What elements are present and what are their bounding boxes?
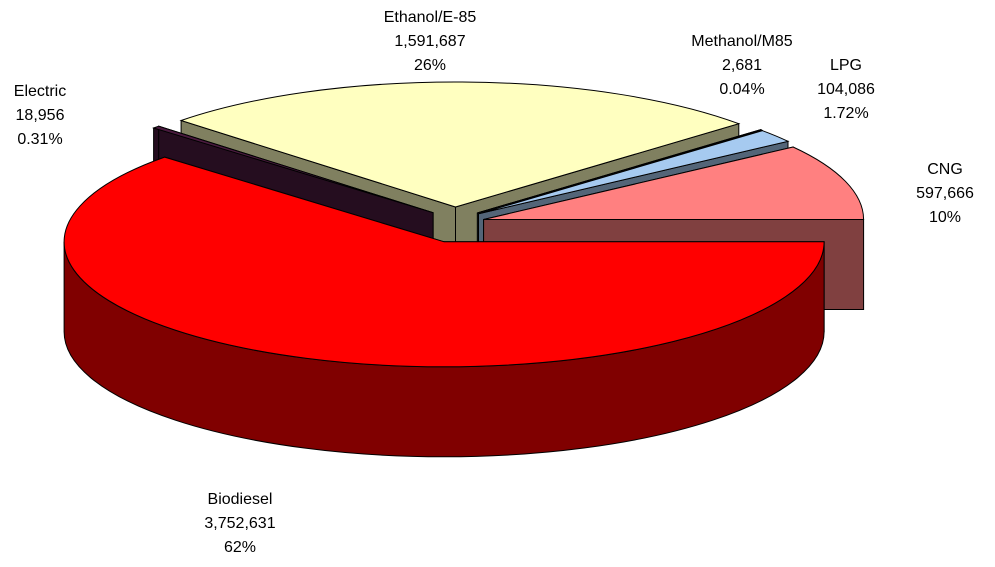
slice-label-value: 2,681 <box>722 57 762 74</box>
slice-label-value: 1,591,687 <box>394 33 465 50</box>
slice-label-percent: 62% <box>224 539 256 556</box>
slice-top <box>477 129 763 214</box>
slice-label-value: 18,956 <box>16 107 65 124</box>
slice-label-percent: 26% <box>414 57 446 74</box>
slice-top <box>179 81 741 208</box>
slice-top <box>483 146 865 220</box>
slice-label-percent: 0.31% <box>17 131 62 148</box>
slice-label-name: LPG <box>830 57 862 74</box>
slice-label-percent: 0.04% <box>719 81 764 98</box>
slice-top <box>478 130 790 215</box>
slice-label-name: CNG <box>927 161 963 178</box>
slice-label-name: Electric <box>14 83 66 100</box>
slice-top <box>152 125 434 214</box>
slice-label-name: Biodiesel <box>208 491 273 508</box>
slice-label-name: Ethanol/E-85 <box>384 9 477 26</box>
slice-label-value: 597,666 <box>916 185 974 202</box>
slice-label-percent: 10% <box>929 209 961 226</box>
slice-label-percent: 1.72% <box>823 105 868 122</box>
slice-label-value: 3,752,631 <box>204 515 275 532</box>
slice-label-name: Methanol/M85 <box>691 33 792 50</box>
slice-top <box>63 156 825 368</box>
slice-label-value: 104,086 <box>817 81 875 98</box>
